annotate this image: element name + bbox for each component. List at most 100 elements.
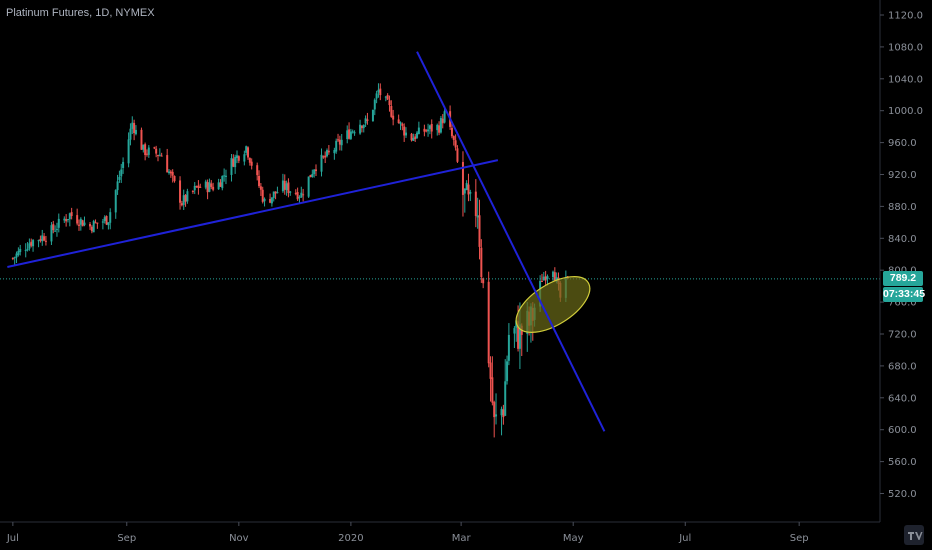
candle-up bbox=[109, 212, 112, 223]
candle-up bbox=[230, 158, 233, 175]
time-axis[interactable]: Jul Sep Nov 2020 Mar May Jul Sep bbox=[0, 521, 880, 544]
candle-down bbox=[322, 156, 325, 158]
candle-down bbox=[493, 402, 496, 418]
candle-down bbox=[467, 184, 470, 195]
candle-up bbox=[221, 175, 224, 189]
candle-up bbox=[351, 131, 354, 133]
candle-up bbox=[127, 139, 130, 164]
candle-down bbox=[379, 88, 382, 96]
trendline[interactable] bbox=[7, 159, 499, 268]
candle-down bbox=[89, 224, 92, 227]
candle-up bbox=[443, 111, 446, 123]
candle-down bbox=[39, 238, 42, 241]
candle-up bbox=[518, 324, 521, 349]
candle-down bbox=[474, 191, 477, 216]
trendline[interactable] bbox=[416, 51, 606, 432]
candle-up bbox=[439, 118, 442, 133]
candle-up bbox=[285, 183, 288, 191]
candle-up bbox=[83, 222, 86, 226]
candle-up bbox=[500, 408, 503, 416]
candle-down bbox=[247, 147, 250, 158]
candle-down bbox=[169, 171, 172, 174]
candle-up bbox=[349, 131, 352, 139]
candle-down bbox=[155, 148, 158, 154]
candle-down bbox=[327, 150, 330, 153]
price-tick-label: 720.0 bbox=[888, 330, 917, 341]
candle-up bbox=[158, 154, 161, 156]
candle-up bbox=[66, 219, 69, 221]
candle-down bbox=[153, 147, 156, 149]
candle-up bbox=[362, 124, 365, 129]
candle-down bbox=[258, 175, 261, 187]
candle-up bbox=[63, 218, 66, 221]
candle-up bbox=[417, 127, 420, 134]
candle-up bbox=[495, 414, 498, 417]
candle-down bbox=[210, 183, 213, 187]
candle-down bbox=[348, 129, 351, 139]
candle-down bbox=[366, 119, 369, 121]
time-tick-label: 2020 bbox=[338, 533, 363, 544]
price-tick-label: 960.0 bbox=[888, 138, 917, 149]
candle-down bbox=[250, 161, 253, 166]
price-axis[interactable]: 1120.0 1080.0 1040.0 1000.0 960.0 920.0 880.0 8… bbox=[879, 0, 923, 522]
candle-down bbox=[77, 224, 80, 226]
candle-up bbox=[17, 250, 20, 255]
candle-down bbox=[454, 140, 457, 148]
candle-up bbox=[384, 96, 387, 98]
plot-area bbox=[11, 83, 569, 438]
candle-down bbox=[81, 220, 84, 227]
candle-up bbox=[50, 225, 53, 242]
candle-down bbox=[171, 171, 174, 176]
candle-up bbox=[208, 182, 211, 192]
price-tick-label: 640.0 bbox=[888, 393, 917, 404]
candle-up bbox=[513, 328, 516, 334]
candle-up bbox=[24, 249, 27, 251]
candle-up bbox=[465, 183, 468, 190]
candle-down bbox=[237, 156, 240, 161]
drawing-layer bbox=[0, 51, 880, 432]
candle-down bbox=[314, 169, 317, 172]
candle-up bbox=[276, 192, 279, 194]
candle-up bbox=[463, 188, 466, 194]
candle-down bbox=[199, 186, 202, 188]
last-price-tag: 789.2 bbox=[883, 270, 923, 286]
candle-up bbox=[234, 156, 237, 168]
candle-down bbox=[219, 182, 222, 187]
highlight-ellipse[interactable] bbox=[507, 265, 599, 343]
candle-down bbox=[145, 153, 148, 155]
price-tick-label: 840.0 bbox=[888, 234, 917, 245]
candle-down bbox=[302, 194, 305, 196]
candle-up bbox=[55, 228, 58, 230]
candle-up bbox=[272, 191, 275, 198]
candle-up bbox=[131, 122, 134, 129]
candle-down bbox=[105, 215, 108, 225]
candle-down bbox=[180, 203, 183, 206]
candle-down bbox=[52, 224, 55, 231]
candle-up bbox=[507, 334, 510, 361]
candle-down bbox=[90, 226, 93, 232]
candle-up bbox=[114, 190, 117, 213]
candle-up bbox=[416, 132, 419, 138]
candle-down bbox=[324, 155, 327, 158]
candle-up bbox=[270, 197, 273, 204]
candle-down bbox=[156, 155, 159, 157]
candle-down bbox=[96, 222, 99, 224]
candle-down bbox=[390, 105, 393, 117]
candle-up bbox=[26, 248, 29, 251]
candle-up bbox=[469, 192, 472, 194]
candle-down bbox=[173, 176, 176, 182]
candle-down bbox=[452, 136, 455, 140]
candle-up bbox=[116, 181, 119, 191]
candle-up bbox=[204, 181, 207, 188]
candle-down bbox=[388, 100, 391, 106]
candle-down bbox=[487, 281, 490, 364]
candle-up bbox=[551, 271, 554, 278]
candle-up bbox=[142, 144, 145, 150]
candle-up bbox=[428, 125, 431, 129]
candle-down bbox=[195, 186, 198, 188]
candle-down bbox=[456, 148, 459, 162]
candle-down bbox=[450, 127, 453, 137]
tradingview-logo-icon[interactable] bbox=[904, 525, 924, 545]
candle-up bbox=[313, 169, 316, 175]
